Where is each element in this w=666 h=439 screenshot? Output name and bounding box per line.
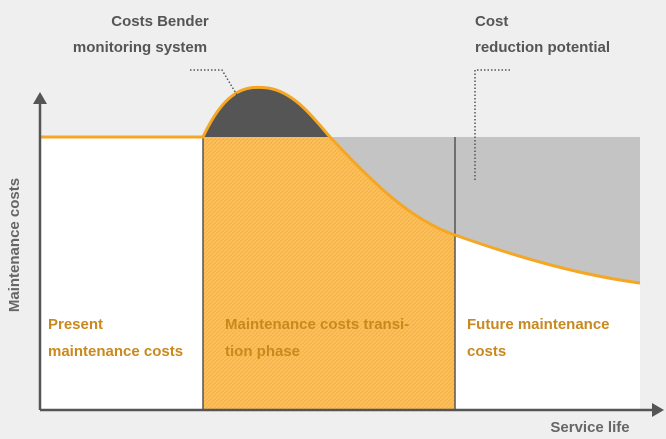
- annotation: Cost: [475, 13, 508, 30]
- annotation: Costs Bender: [111, 13, 209, 30]
- leader-line: [474, 69, 510, 180]
- phase-label: Present: [48, 316, 103, 333]
- phase-label: Future maintenance: [467, 316, 610, 333]
- reduction-area: [330, 137, 640, 283]
- x-axis-arrow: [652, 403, 664, 417]
- y-axis-label: Maintenance costs: [6, 178, 23, 312]
- phase-label: tion phase: [225, 343, 300, 360]
- phase-label: maintenance costs: [48, 343, 183, 360]
- y-axis-arrow: [33, 92, 47, 104]
- phase-label: Maintenance costs transi-: [225, 316, 409, 333]
- x-axis-label: Service life: [550, 419, 629, 436]
- cost-curve: [40, 85, 641, 285]
- monitoring-bump: [203, 87, 330, 137]
- annotation: monitoring system: [73, 39, 207, 56]
- phase-label: costs: [467, 343, 506, 360]
- annotation: reduction potential: [475, 39, 610, 56]
- transition-area: [203, 137, 455, 410]
- leader-line: [190, 69, 241, 101]
